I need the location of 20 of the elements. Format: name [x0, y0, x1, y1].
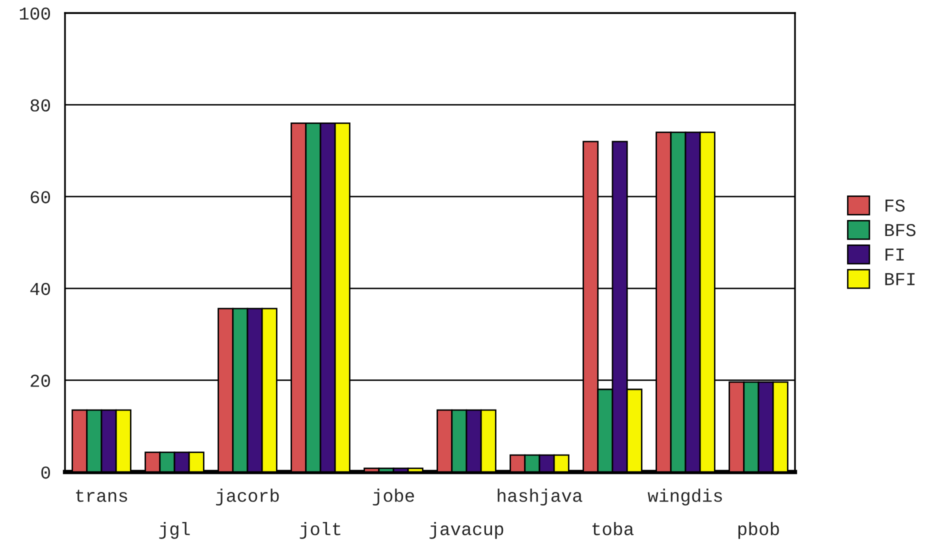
y-tick-label: 0: [41, 466, 50, 479]
x-tick-label: toba: [592, 522, 634, 536]
y-tick-label: 60: [30, 191, 50, 204]
x-tick-label: javacup: [430, 522, 504, 539]
x-tick-label: trans: [76, 490, 128, 502]
legend-label: BFS: [885, 224, 916, 236]
x-tick-label: jobe: [372, 488, 414, 506]
x-tick-label: jolt: [300, 522, 340, 539]
x-tick-label: jgl: [159, 522, 190, 539]
y-tick-label: 100: [20, 7, 50, 20]
legend-label: FS: [886, 199, 905, 212]
y-tick-label: 80: [30, 99, 50, 112]
y-tick-label: 20: [30, 374, 50, 387]
legend-label: FI: [886, 248, 904, 261]
y-tick-label: 40: [30, 282, 50, 296]
x-tick-label: hashjava: [498, 488, 582, 506]
x-tick-label: wingdis: [648, 488, 722, 506]
x-tick-label: jacorb: [216, 488, 279, 506]
legend-label: BFI: [885, 273, 915, 286]
x-tick-label: pbob: [738, 522, 779, 539]
